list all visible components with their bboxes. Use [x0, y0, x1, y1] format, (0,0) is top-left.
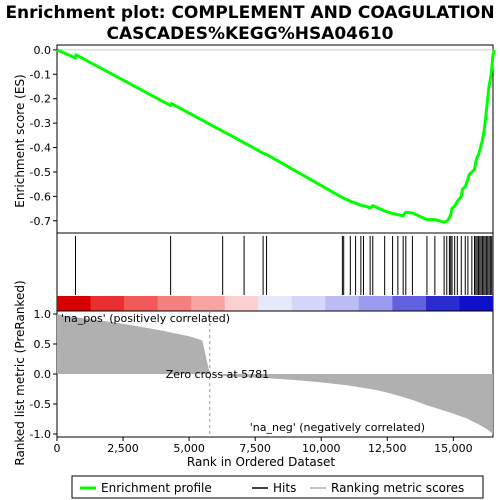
es-y-tick-label: -0.6: [30, 190, 51, 203]
zero-cross-label: Zero cross at 5781: [166, 368, 269, 381]
color-band-segment: [90, 296, 125, 311]
x-tick-label: 5,000: [173, 442, 205, 455]
color-band-segment: [124, 296, 159, 311]
legend-label-2: Hits: [273, 481, 296, 495]
es-y-tick-label: -0.3: [30, 117, 51, 130]
chart-title-line-1: Enrichment plot: COMPLEMENT AND COAGULAT…: [5, 3, 494, 23]
x-tick-label: 12,500: [368, 442, 407, 455]
x-tick-label: 0: [54, 442, 61, 455]
color-band-segment: [157, 296, 192, 311]
metric-y-tick-label: 0.0: [34, 368, 52, 381]
color-band-segment: [57, 296, 92, 311]
es-y-tick-label: -0.4: [30, 142, 51, 155]
color-band-segment: [425, 296, 460, 311]
legend-label-1: Enrichment profile: [101, 481, 212, 495]
hits-panel: [56, 232, 494, 312]
es-y-tick-label: -0.1: [30, 68, 51, 81]
enrichment-score-panel: 0.0 -0.1 -0.2 -0.3 -0.4 -0.5 -0.6 -0.7: [30, 44, 496, 234]
color-band-segment: [291, 296, 326, 311]
x-tick-label: 2,500: [107, 442, 139, 455]
metric-y-axis-label: Ranked list metric (PreRanked): [13, 280, 27, 465]
legend-label-3: Ranking metric scores: [331, 481, 464, 495]
color-band-segment: [358, 296, 393, 311]
x-tick-label: 10,000: [302, 442, 341, 455]
es-y-tick-label: -0.2: [30, 93, 51, 106]
metric-y-tick-label: 0.5: [34, 338, 52, 351]
color-band-segment: [191, 296, 226, 311]
enrichment-profile-line: [56, 48, 496, 224]
positive-correlation-label: 'na_pos' (positively correlated): [61, 312, 230, 325]
legend-box: [71, 475, 484, 499]
x-axis-label: Rank in Ordered Dataset: [187, 455, 335, 469]
color-band-segment: [224, 296, 259, 311]
ranked-metric-panel: Zero cross at 5781 'na_pos' (positively c…: [30, 308, 494, 455]
x-tick-label: 15,000: [434, 442, 473, 455]
es-y-tick-label: -0.7: [30, 215, 51, 228]
legend: Enrichment profile Hits Ranking metric sco…: [71, 475, 484, 499]
x-tick-label: 7,500: [239, 442, 271, 455]
metric-y-tick-label: -0.5: [30, 398, 51, 411]
ranking-metric-area: [57, 314, 493, 434]
negative-correlation-label: 'na_neg' (negatively correlated): [250, 421, 425, 434]
metric-y-tick-label: 1.0: [34, 308, 52, 321]
chart-title-line-2: CASCADES%KEGG%HSA04610: [106, 24, 393, 44]
color-band-segment: [258, 296, 293, 311]
es-plot-frame: [56, 44, 494, 234]
es-y-axis-label: Enrichment score (ES): [13, 74, 27, 207]
es-y-tick-label: 0.0: [34, 44, 52, 57]
color-band-segment: [325, 296, 360, 311]
metric-y-tick-label: -1.0: [30, 428, 51, 441]
es-y-tick-label: -0.5: [30, 166, 51, 179]
color-band-segment: [459, 296, 494, 311]
color-band-segment: [392, 296, 427, 311]
